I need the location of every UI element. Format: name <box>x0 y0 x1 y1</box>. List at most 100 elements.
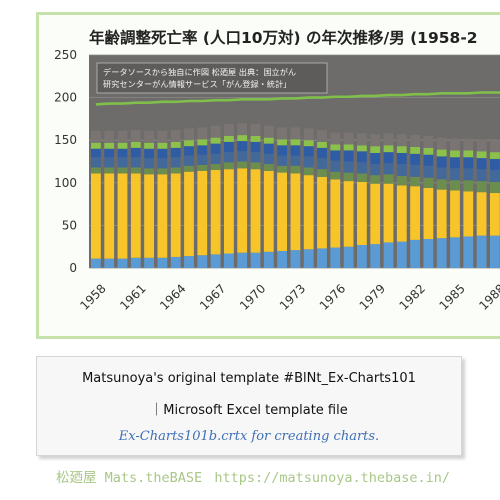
bar-segment <box>157 174 168 258</box>
x-tick-label: 1976 <box>317 281 348 312</box>
bar-segment <box>117 258 128 268</box>
bar-segment <box>184 146 194 156</box>
bar-segment <box>210 143 221 154</box>
bar-segment <box>343 144 354 151</box>
bar-segment <box>383 174 394 184</box>
bar-segment <box>450 138 460 151</box>
bar-segment <box>104 173 115 259</box>
bar-segment <box>224 124 234 136</box>
bar-segment <box>184 140 194 147</box>
bar-segment <box>396 152 407 165</box>
bar-segment <box>343 172 354 182</box>
bar-segment <box>197 127 208 140</box>
bar-segment <box>303 175 314 250</box>
bar-segment <box>290 155 301 166</box>
bar-segment <box>277 172 287 251</box>
x-tick-label: 1979 <box>357 281 388 312</box>
bar-segment <box>370 146 381 153</box>
bar-segment <box>290 139 301 146</box>
bar-segment <box>490 181 500 194</box>
overlay-line <box>95 91 500 106</box>
bar-segment <box>157 130 168 143</box>
bar-segment <box>463 168 474 181</box>
bar-segment <box>224 169 234 254</box>
footer-url[interactable]: https://matsunoya.thebase.in/ <box>214 470 451 486</box>
bar-segment <box>330 160 341 172</box>
bar-segment <box>263 125 274 138</box>
bar-segment <box>330 171 341 180</box>
bar-segment <box>383 133 394 146</box>
x-tick-label: 1988 <box>476 281 500 312</box>
bar-segment <box>104 157 115 168</box>
bar-segment <box>303 140 314 147</box>
bar-segment <box>383 145 394 153</box>
bar-segment <box>237 168 248 253</box>
bar-segment <box>476 158 487 170</box>
bar-segment <box>250 135 261 142</box>
bar-segment <box>370 183 381 245</box>
bar-segment <box>170 147 181 158</box>
bar-segment <box>343 161 354 173</box>
bar-segment <box>396 241 407 268</box>
bar-segment <box>357 244 367 268</box>
bar-segment <box>197 170 208 256</box>
bar-segment <box>423 147 434 155</box>
bar-segment <box>476 235 487 268</box>
x-tick-label: 1985 <box>436 281 467 312</box>
bar-segment <box>157 148 168 159</box>
bar-segment <box>410 176 420 187</box>
bar-segment <box>290 145 301 156</box>
bar-segment <box>144 257 154 268</box>
bar-segment <box>91 148 101 158</box>
bar-segment <box>263 153 274 165</box>
bar-segment <box>303 128 314 141</box>
bar-segment <box>263 251 274 268</box>
bar-segment <box>370 244 381 268</box>
bar-segment <box>330 144 341 151</box>
bar-segment <box>450 150 460 158</box>
annotation-text: 研究センターがん情報サービス「がん登録・統計」 <box>103 79 291 89</box>
bar-segment <box>423 135 434 148</box>
bar-segment <box>277 165 287 173</box>
bar-segment <box>237 252 248 268</box>
bar-segment <box>463 157 474 169</box>
stacked-bar-chart: 年齢調整死亡率 (人口10万対) の年次推移/男 (1958-2 0 50 100 1… <box>54 28 500 313</box>
x-tick-label: 1964 <box>157 281 188 312</box>
bar-segment <box>450 190 460 238</box>
bar-segment <box>170 167 181 174</box>
bar-segment <box>237 123 248 136</box>
chart-title: 年齢調整死亡率 (人口10万対) の年次推移/男 (1958-2 <box>89 28 478 47</box>
bar-segment <box>463 180 474 192</box>
bar-segment <box>490 158 500 171</box>
bar-segment <box>343 150 354 162</box>
bar-segment <box>463 191 474 237</box>
bar-segment <box>91 157 101 168</box>
bar-segment <box>130 157 141 168</box>
bar-segment <box>410 147 420 154</box>
bar-segment <box>144 158 154 169</box>
bar-segment <box>450 180 460 191</box>
bar-segment <box>436 149 447 157</box>
bar-segment <box>410 153 420 165</box>
bar-segment <box>224 152 234 163</box>
bar-segment <box>476 169 487 182</box>
bar-segment <box>170 173 181 257</box>
bar-segment <box>104 130 115 143</box>
bar-segment <box>197 154 208 165</box>
bar-segment <box>436 137 447 150</box>
bar-segment <box>303 249 314 268</box>
bar-segment <box>490 152 500 159</box>
bar-segment <box>343 246 354 268</box>
bar-segment <box>303 146 314 157</box>
bar-segment <box>343 181 354 247</box>
bar-segment <box>91 167 101 174</box>
bar-segment <box>237 141 248 152</box>
bar-segment <box>343 132 354 145</box>
bar-segment <box>436 156 447 168</box>
bar-segment <box>117 148 128 158</box>
bar-segment <box>144 130 154 143</box>
bar-segment <box>490 193 500 236</box>
bar-segment <box>104 148 115 158</box>
bar-segment <box>197 164 208 171</box>
bar-segment <box>157 158 168 169</box>
